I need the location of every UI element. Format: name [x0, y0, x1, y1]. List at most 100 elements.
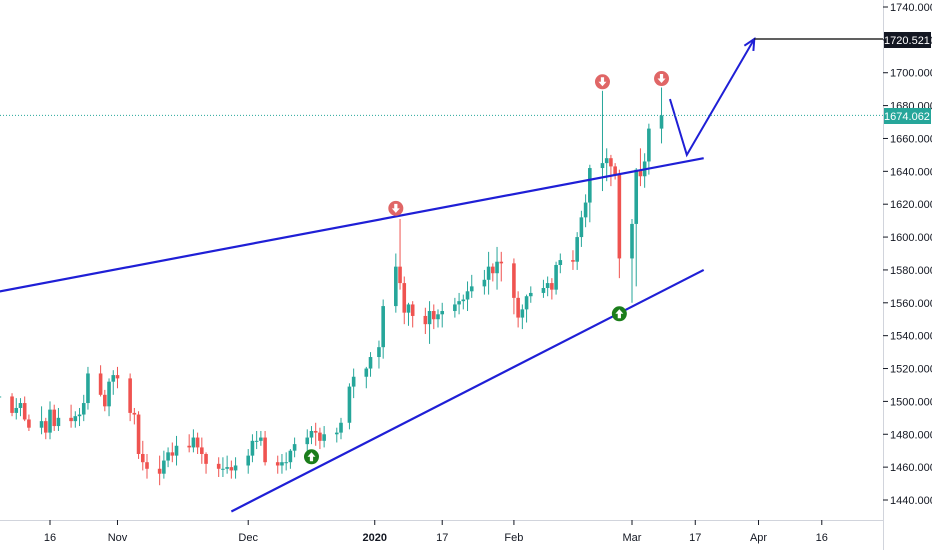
candle[interactable]: [111, 370, 116, 395]
candle[interactable]: [528, 286, 533, 303]
projection-path[interactable]: [668, 38, 756, 158]
candle[interactable]: [43, 417, 48, 440]
candle[interactable]: [52, 404, 57, 431]
candle[interactable]: [541, 279, 546, 298]
candle[interactable]: [0, 385, 2, 411]
candle[interactable]: [136, 411, 141, 459]
candle[interactable]: [545, 276, 550, 297]
buy-signal-icon[interactable]: [611, 306, 627, 322]
candle[interactable]: [216, 457, 221, 477]
candle[interactable]: [377, 340, 381, 369]
candle[interactable]: [200, 437, 204, 464]
candle[interactable]: [364, 366, 369, 389]
candle[interactable]: [103, 389, 107, 412]
candle[interactable]: [398, 218, 402, 290]
candle[interactable]: [453, 297, 457, 318]
candle[interactable]: [482, 269, 487, 295]
candle[interactable]: [292, 437, 297, 458]
candle[interactable]: [191, 429, 196, 453]
candle[interactable]: [86, 366, 90, 410]
candle[interactable]: [334, 427, 339, 443]
candle[interactable]: [73, 411, 78, 428]
candle[interactable]: [351, 368, 356, 399]
candle[interactable]: [318, 427, 322, 450]
candle[interactable]: [107, 378, 111, 417]
buy-signal-icon[interactable]: [303, 449, 319, 465]
candle[interactable]: [583, 194, 588, 228]
candle[interactable]: [436, 309, 440, 328]
candle[interactable]: [427, 301, 432, 344]
candle[interactable]: [440, 302, 445, 328]
candle[interactable]: [14, 398, 19, 420]
candle[interactable]: [461, 294, 466, 310]
candle[interactable]: [634, 168, 639, 287]
candle[interactable]: [140, 440, 145, 471]
candle[interactable]: [288, 449, 293, 469]
sell-signal-icon[interactable]: [388, 200, 404, 216]
candle[interactable]: [554, 261, 558, 295]
candle[interactable]: [233, 457, 238, 479]
candle[interactable]: [170, 442, 175, 463]
candle[interactable]: [305, 429, 310, 453]
candle[interactable]: [275, 455, 280, 474]
candle[interactable]: [166, 447, 170, 468]
candle[interactable]: [516, 291, 520, 328]
candle[interactable]: [115, 366, 120, 389]
candle[interactable]: [495, 246, 499, 290]
candle[interactable]: [406, 302, 411, 326]
candle[interactable]: [162, 450, 166, 479]
time-axis[interactable]: 16 Nov Dec 2020 17 Feb Mar 17 Apr 16: [44, 520, 828, 544]
price-axis[interactable]: 1740.0001720.0001700.0001680.0001660.000…: [883, 2, 932, 507]
candle[interactable]: [520, 304, 525, 330]
candle[interactable]: [630, 218, 634, 303]
candle[interactable]: [457, 292, 461, 315]
candle[interactable]: [486, 251, 491, 295]
candle[interactable]: [579, 210, 584, 247]
candle[interactable]: [145, 453, 149, 479]
candle[interactable]: [550, 278, 554, 300]
candle[interactable]: [128, 373, 132, 422]
candle[interactable]: [347, 383, 352, 430]
candle[interactable]: [81, 394, 86, 422]
candle[interactable]: [659, 87, 664, 144]
candle[interactable]: [254, 430, 259, 450]
candle[interactable]: [431, 304, 436, 330]
candle[interactable]: [246, 449, 251, 474]
candle[interactable]: [575, 232, 579, 270]
candle[interactable]: [322, 426, 326, 448]
candle[interactable]: [638, 148, 643, 187]
candle[interactable]: [402, 276, 407, 325]
candle[interactable]: [381, 299, 385, 359]
candle[interactable]: [499, 251, 504, 282]
candle[interactable]: [512, 258, 516, 315]
candle[interactable]: [465, 281, 470, 312]
candle[interactable]: [309, 426, 314, 445]
candle[interactable]: [263, 430, 267, 466]
candle[interactable]: [48, 401, 52, 440]
candle[interactable]: [250, 434, 255, 463]
candle[interactable]: [22, 396, 27, 422]
candle[interactable]: [195, 432, 200, 454]
candle[interactable]: [368, 352, 373, 377]
candle[interactable]: [39, 406, 44, 435]
candle[interactable]: [187, 434, 191, 453]
candle[interactable]: [10, 393, 14, 417]
candle[interactable]: [617, 169, 622, 279]
candle[interactable]: [469, 274, 474, 298]
candle[interactable]: [491, 263, 495, 282]
candle[interactable]: [609, 154, 613, 187]
candle[interactable]: [588, 164, 592, 223]
candle[interactable]: [221, 457, 225, 477]
candle[interactable]: [157, 455, 162, 486]
upper-trendline[interactable]: [0, 157, 704, 298]
candle[interactable]: [132, 407, 137, 425]
candle[interactable]: [524, 294, 529, 323]
candle[interactable]: [259, 430, 263, 446]
candle[interactable]: [98, 365, 103, 397]
candle[interactable]: [423, 307, 428, 335]
candle[interactable]: [18, 398, 23, 417]
sell-signal-icon[interactable]: [594, 74, 610, 90]
candle[interactable]: [174, 435, 179, 466]
candle[interactable]: [280, 453, 284, 474]
